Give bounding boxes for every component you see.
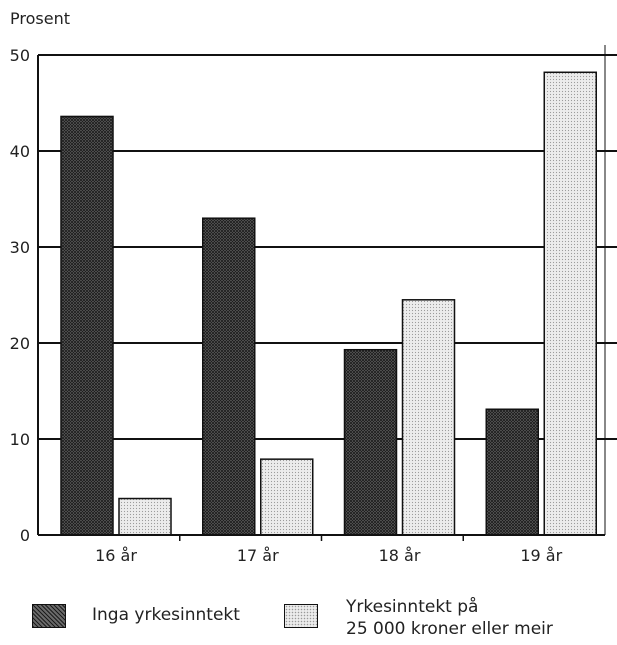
bar	[543, 71, 597, 536]
bar	[118, 497, 172, 536]
y-tick-label: 10	[10, 430, 30, 449]
bar	[343, 348, 398, 536]
y-tick-labels: 0 10 20 30 40 50	[10, 46, 30, 545]
bar	[485, 408, 539, 536]
y-tick-label: 50	[10, 46, 30, 65]
legend-item-yrkesinntekt: Yrkesinntekt på 25 000 kroner eller meir	[284, 590, 553, 640]
legend-item-inga-yrkesinntekt: Inga yrkesinntekt	[32, 590, 240, 628]
legend-swatch-light	[284, 604, 318, 628]
legend: Inga yrkesinntekt Yrkesinntekt på 25 000…	[0, 590, 617, 645]
bar	[60, 115, 114, 536]
legend-swatch-dark	[32, 604, 66, 628]
legend-label: Inga yrkesinntekt	[92, 605, 240, 625]
bars	[60, 71, 597, 536]
bar	[202, 217, 256, 536]
y-tick-label: 40	[10, 142, 30, 161]
y-tick-label: 20	[10, 334, 30, 353]
y-tick-label: 0	[20, 526, 30, 545]
bar	[260, 458, 314, 536]
x-tick-label: 18 år	[379, 546, 421, 565]
y-axis-title: Prosent	[10, 9, 70, 28]
x-tick-label: 19 år	[520, 546, 562, 565]
x-tick-label: 17 år	[237, 546, 279, 565]
gridlines	[38, 54, 617, 440]
legend-label: Yrkesinntekt på 25 000 kroner eller meir	[346, 597, 553, 639]
x-tick-label: 16 år	[95, 546, 137, 565]
bar	[401, 299, 456, 536]
axes	[37, 45, 606, 541]
x-tick-labels: 16 år 17 år 18 år 19 år	[95, 546, 563, 565]
y-tick-label: 30	[10, 238, 30, 257]
